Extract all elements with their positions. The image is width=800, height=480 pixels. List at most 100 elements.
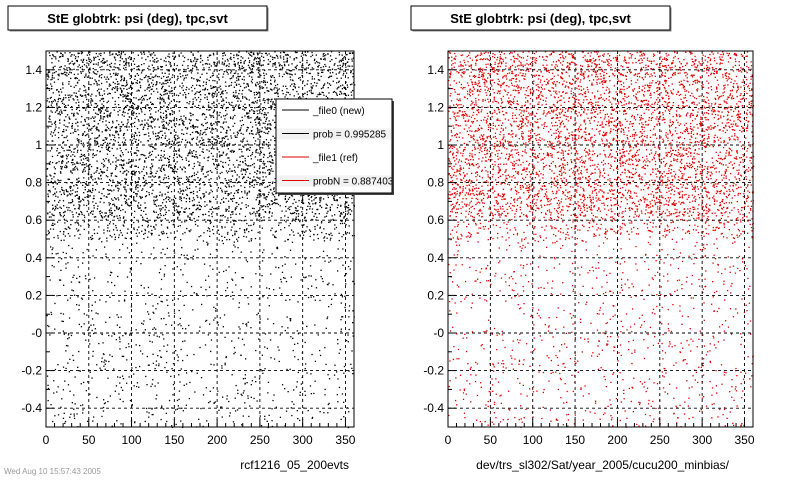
scatter-point: [124, 111, 126, 114]
scatter-point: [241, 191, 243, 193]
scatter-point: [68, 73, 70, 75]
scatter-point: [274, 202, 276, 204]
scatter-point: [163, 91, 165, 93]
scatter-point: [336, 77, 338, 79]
scatter-point: [352, 57, 355, 59]
scatter-point: [274, 98, 276, 100]
scatter-point: [199, 76, 201, 78]
scatter-point: [280, 222, 282, 224]
scatter-point: [187, 154, 189, 157]
scatter-point: [165, 115, 167, 117]
scatter-point: [150, 176, 152, 178]
scatter-point: [216, 89, 218, 91]
scatter-point: [50, 125, 52, 128]
scatter-point: [80, 149, 82, 151]
scatter-point: [248, 165, 250, 167]
scatter-point: [60, 88, 62, 90]
scatter-point: [224, 178, 226, 180]
scatter-point: [183, 133, 185, 135]
scatter-point: [136, 90, 138, 92]
scatter-point: [268, 53, 270, 55]
scatter-point: [167, 124, 169, 126]
scatter-point: [133, 138, 135, 140]
scatter-point: [63, 136, 65, 139]
scatter-point: [120, 129, 122, 132]
scatter-point: [252, 72, 254, 74]
scatter-point: [50, 96, 52, 99]
scatter-point: [119, 60, 121, 62]
scatter-point: [328, 221, 330, 223]
scatter-point: [58, 152, 60, 154]
scatter-point: [58, 160, 60, 163]
scatter-point: [248, 105, 251, 107]
scatter-point: [201, 137, 203, 139]
scatter-point: [234, 72, 237, 74]
scatter-point: [230, 181, 232, 183]
scatter-point: [147, 86, 149, 89]
scatter-point: [75, 212, 78, 214]
scatter-point: [166, 76, 168, 79]
scatter-point: [214, 139, 217, 141]
scatter-point: [136, 108, 139, 110]
scatter-point: [179, 92, 181, 94]
scatter-point: [50, 133, 52, 135]
scatter-point: [139, 134, 141, 137]
scatter-point: [202, 168, 204, 170]
scatter-point: [246, 126, 248, 129]
scatter-point: [246, 197, 248, 199]
scatter-point: [265, 165, 267, 168]
scatter-point: [204, 128, 206, 131]
scatter-point: [57, 100, 59, 103]
scatter-point: [52, 66, 54, 68]
scatter-point: [326, 204, 328, 206]
scatter-point: [259, 135, 261, 138]
scatter-point: [131, 179, 133, 181]
scatter-point: [256, 218, 258, 220]
scatter-point: [83, 58, 85, 61]
scatter-point: [144, 106, 146, 109]
scatter-point: [272, 234, 274, 236]
scatter-point: [86, 165, 88, 167]
scatter-point: [71, 122, 74, 125]
scatter-point: [144, 232, 146, 234]
scatter-point: [281, 65, 283, 67]
scatter-point: [197, 132, 199, 134]
scatter-point: [90, 165, 93, 168]
scatter-point: [123, 164, 125, 166]
scatter-point: [266, 196, 268, 198]
scatter-point: [213, 63, 215, 65]
scatter-point: [200, 54, 202, 56]
scatter-point: [202, 132, 204, 134]
scatter-point: [257, 61, 260, 63]
scatter-point: [274, 84, 277, 87]
scatter-point: [120, 80, 122, 82]
scatter-point: [149, 53, 151, 55]
scatter-point: [179, 166, 181, 168]
scatter-point: [237, 189, 240, 191]
scatter-point: [242, 161, 244, 164]
scatter-point: [69, 209, 71, 212]
scatter-point: [70, 224, 72, 226]
scatter-point: [335, 199, 337, 202]
scatter-point: [295, 218, 297, 220]
scatter-point: [103, 216, 106, 218]
scatter-point: [172, 206, 175, 208]
scatter-point: [234, 64, 236, 66]
scatter-point: [202, 213, 204, 216]
scatter-point: [67, 60, 69, 62]
scatter-point: [270, 161, 272, 163]
scatter-point: [89, 58, 91, 61]
scatter-point: [127, 119, 129, 121]
scatter-point: [145, 74, 147, 77]
scatter-point: [192, 181, 194, 183]
scatter-point: [166, 80, 168, 82]
scatter-point: [93, 72, 95, 74]
scatter-point: [152, 159, 154, 161]
scatter-point: [323, 237, 325, 239]
scatter-point: [95, 181, 97, 183]
scatter-point: [315, 203, 317, 205]
scatter-point: [151, 88, 153, 90]
scatter-point: [153, 52, 155, 54]
scatter-point: [182, 189, 184, 191]
scatter-point: [97, 70, 99, 73]
